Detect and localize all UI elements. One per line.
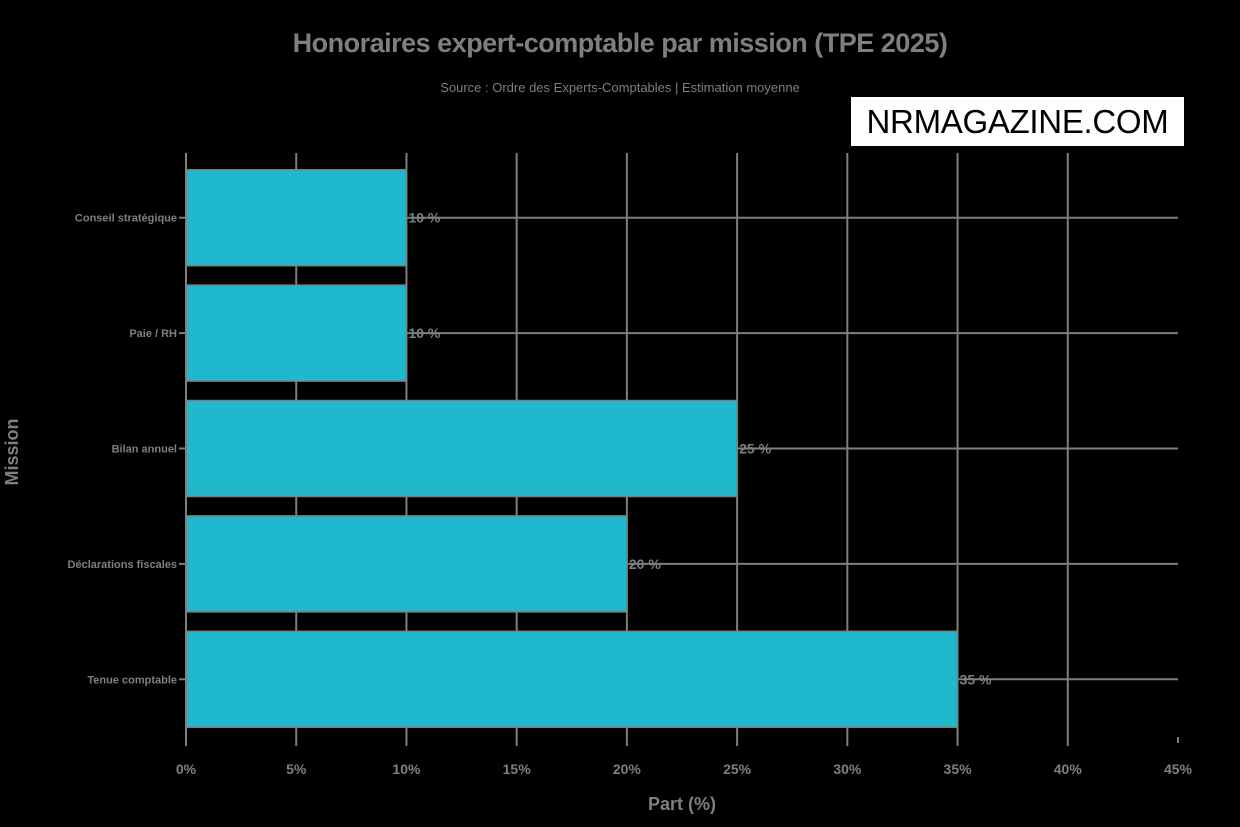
bar-bilan-annuel[interactable] <box>185 399 738 498</box>
x-tick-label: 25% <box>723 761 752 777</box>
x-tick-label: 30% <box>833 761 862 777</box>
bar-conseil-strat-gique[interactable] <box>185 168 408 267</box>
y-tick-label: Déclarations fiscales <box>68 559 177 571</box>
x-tick-label: 35% <box>944 761 973 777</box>
x-axis-title: Part (%) <box>647 794 716 814</box>
x-tick-label: 15% <box>503 761 532 777</box>
y-tick-label: Paie / RH <box>129 328 177 340</box>
bar-tenue-comptable[interactable] <box>185 630 959 729</box>
y-tick-label: Bilan annuel <box>112 444 177 456</box>
data-label: 35 % <box>960 671 992 687</box>
data-label: 10 % <box>408 210 440 226</box>
data-label: 20 % <box>629 556 661 572</box>
x-tick-label: 45% <box>1164 761 1193 777</box>
bars: 35 % 20 % 25 % 10 % 10 % <box>185 168 992 729</box>
bar-paie-rh[interactable] <box>185 284 408 382</box>
axes: 0% 5% 10% 15% 20% 25% 30% 35% 40% 45% Tenue compta… <box>68 153 1193 777</box>
watermark-logo: NRMAGAZINE.COM <box>851 97 1184 146</box>
x-tick-label: 5% <box>286 761 307 777</box>
chart-subtitle: Source : Ordre des Experts-Comptables | … <box>440 80 800 95</box>
bar-d-clarations-fiscales[interactable] <box>185 515 628 613</box>
y-tick-label: Tenue comptable <box>87 674 177 686</box>
chart-title: Honoraires expert-comptable par mission … <box>292 28 948 58</box>
y-axis-title: Mission <box>2 418 22 486</box>
data-label: 10 % <box>408 325 440 341</box>
data-label: 25 % <box>739 441 771 457</box>
x-tick-label: 40% <box>1054 761 1083 777</box>
x-tick-label: 20% <box>613 761 642 777</box>
x-tick-label: 0% <box>176 761 197 777</box>
y-tick-label: Conseil stratégique <box>75 213 177 225</box>
x-tick-label: 10% <box>392 761 421 777</box>
